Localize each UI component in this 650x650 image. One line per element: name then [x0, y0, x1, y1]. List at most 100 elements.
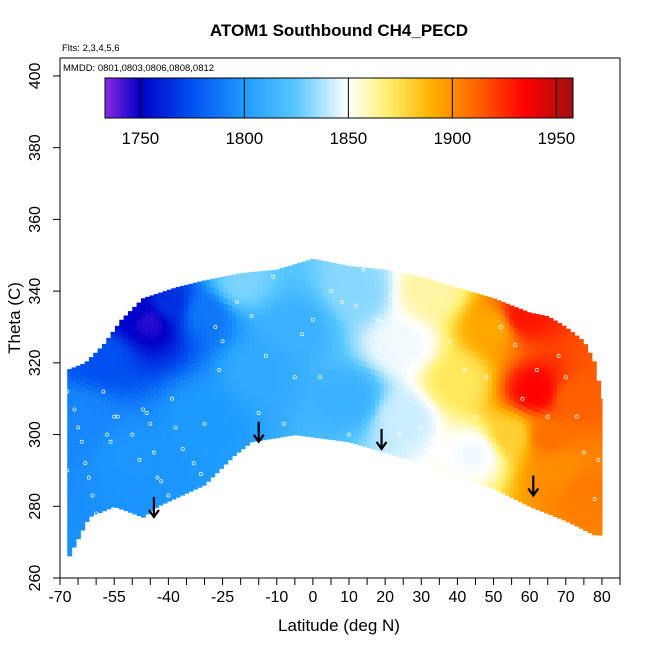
heatmap-cell — [344, 407, 350, 414]
heatmap-cell — [175, 456, 181, 464]
heatmap-cell — [106, 462, 112, 470]
heatmap-cell — [496, 393, 502, 400]
heatmap-cell — [362, 285, 367, 292]
heatmap-cell — [457, 409, 463, 416]
heatmap-cell — [132, 370, 138, 377]
heatmap-cell — [305, 384, 311, 391]
heatmap-cell — [179, 386, 185, 393]
heatmap-cell — [336, 371, 341, 378]
heatmap-cell — [262, 382, 268, 389]
heatmap-cell — [596, 425, 602, 433]
heatmap-cell — [97, 495, 103, 502]
heatmap-cell — [470, 418, 476, 426]
heatmap-cell — [158, 304, 164, 311]
heatmap-cell — [418, 445, 424, 453]
heatmap-cell — [340, 417, 346, 425]
heatmap-cell — [175, 451, 181, 458]
heatmap-cell — [192, 351, 198, 358]
heatmap-cell — [175, 376, 181, 383]
heatmap-cell — [288, 337, 294, 345]
heatmap-cell — [392, 392, 398, 399]
heatmap-cell — [210, 408, 216, 415]
heatmap-cell — [179, 299, 185, 307]
heatmap-cell — [153, 306, 159, 313]
heatmap-cell — [288, 297, 294, 304]
heatmap-cell — [526, 356, 532, 364]
heatmap-cell — [166, 489, 172, 496]
heatmap-cell — [110, 460, 116, 468]
heatmap-cell — [101, 499, 107, 506]
heatmap-cell — [223, 280, 229, 287]
heatmap-cell — [67, 538, 73, 545]
heatmap-cell — [166, 483, 172, 491]
heatmap-cell — [171, 470, 177, 477]
heatmap-cell — [531, 341, 537, 348]
heatmap-cell — [474, 397, 480, 404]
heatmap-cell — [405, 332, 411, 340]
heatmap-cell — [114, 325, 120, 331]
heatmap-cell — [552, 487, 558, 494]
heatmap-cell — [149, 344, 155, 351]
heatmap-cell — [301, 326, 307, 334]
heatmap-cell — [101, 464, 107, 472]
heatmap-cell — [110, 420, 116, 428]
heatmap-cell — [236, 285, 242, 292]
heatmap-cell — [336, 388, 341, 395]
heatmap-cell — [535, 388, 541, 396]
heatmap-cell — [236, 274, 242, 281]
heatmap-cell — [578, 384, 584, 392]
sample-point — [596, 457, 601, 462]
heatmap-cell — [492, 373, 498, 381]
heatmap-cell — [492, 322, 498, 329]
heatmap-cell — [175, 468, 181, 475]
heatmap-cell — [318, 265, 324, 273]
heatmap-cell — [197, 309, 203, 316]
heatmap-cell — [535, 360, 541, 367]
heatmap-cell — [522, 446, 528, 453]
heatmap-cell — [492, 316, 498, 323]
sample-point — [520, 396, 525, 401]
heatmap-cell — [457, 369, 463, 376]
heatmap-cell — [301, 338, 307, 345]
heatmap-cell — [388, 373, 393, 380]
heatmap-cell — [500, 447, 506, 454]
heatmap-cell — [483, 394, 489, 401]
heatmap-cell — [236, 423, 242, 430]
heatmap-cell — [591, 528, 597, 536]
heatmap-cell — [84, 435, 90, 442]
heatmap-cell — [401, 389, 406, 396]
heatmap-cell — [466, 302, 472, 310]
heatmap-cell — [492, 385, 498, 392]
heatmap-cell — [539, 436, 545, 443]
heatmap-cell — [418, 451, 424, 458]
heatmap-cell — [188, 473, 194, 481]
heatmap-cell — [240, 419, 246, 427]
heatmap-cell — [140, 413, 146, 421]
heatmap-cell — [370, 437, 376, 444]
heatmap-cell — [75, 395, 81, 402]
heatmap-cell — [318, 340, 324, 347]
heatmap-cell — [513, 315, 519, 323]
heatmap-cell — [340, 412, 346, 419]
heatmap-cell — [453, 430, 459, 438]
heatmap-cell — [205, 331, 211, 339]
heatmap-cell — [249, 281, 255, 288]
heatmap-cell — [396, 387, 402, 395]
heatmap-cell — [175, 330, 181, 337]
heatmap-cell — [175, 301, 181, 309]
heatmap-cell — [297, 423, 302, 430]
heatmap-cell — [461, 364, 467, 372]
heatmap-cell — [210, 278, 216, 283]
heatmap-cell — [544, 501, 550, 508]
heatmap-cell — [496, 422, 502, 429]
heatmap-cell — [218, 428, 224, 435]
heatmap-cell — [349, 425, 354, 432]
arrow-marker — [148, 497, 160, 519]
heatmap-cell — [448, 285, 454, 287]
heatmap-cell — [158, 332, 164, 340]
heatmap-cell — [166, 305, 172, 313]
heatmap-cell — [240, 276, 246, 283]
heatmap-cell — [136, 354, 142, 362]
heatmap-cell — [145, 450, 151, 458]
heatmap-cell — [565, 424, 571, 431]
